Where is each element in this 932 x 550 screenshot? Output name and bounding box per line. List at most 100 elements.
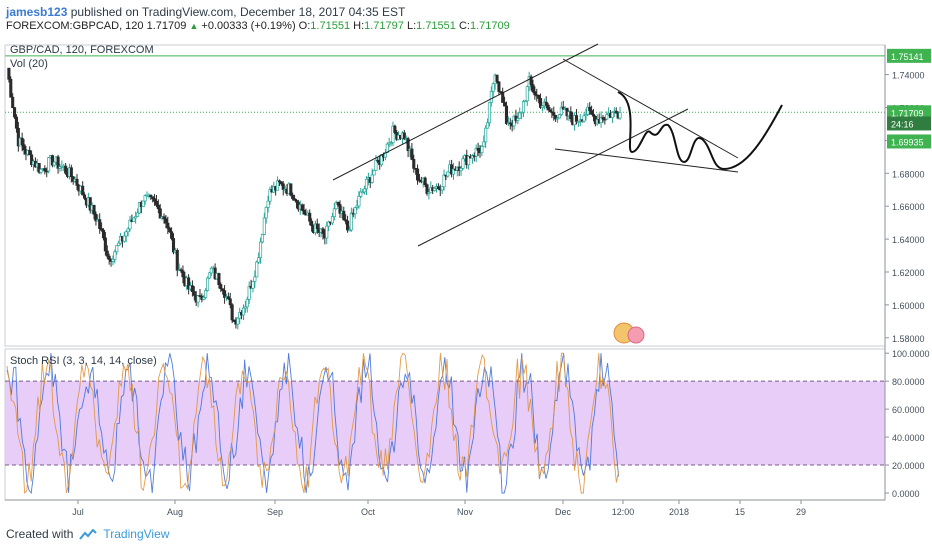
candle-body [232,319,236,322]
candle-body [586,106,590,115]
candle-body [64,165,68,174]
time-tick-label: 15 [735,507,745,517]
candle-body [427,191,431,194]
candle-body [205,277,210,291]
candle-body [321,228,325,234]
price-label-box [887,134,931,149]
candle-body [105,250,109,257]
time-tick-label: Aug [167,507,183,517]
time-tick-label: Dec [555,507,572,517]
chart-canvas[interactable]: 1.740001.720001.700001.680001.660001.640… [0,37,932,523]
candle-body [342,210,346,221]
close-value: 1.71709 [469,20,510,32]
price-label-text: 24:16 [891,119,914,129]
author-name[interactable]: jamesb123 [6,5,68,19]
created-with-label: Created with [6,527,74,541]
candle-body [363,188,367,193]
price-label-text: 1.69935 [891,137,924,147]
candle-body [236,317,240,325]
candle-body [531,84,535,92]
candle-body [557,114,562,119]
price-label-box [887,116,931,131]
candle-body [416,168,420,181]
candle-body [149,194,153,198]
candle-body [584,114,588,117]
candle-body [255,261,259,278]
publish-line: jamesb123 published on TradingView.com, … [6,5,405,19]
candle-body [537,94,541,99]
tradingview-brand[interactable]: TradingView [103,527,170,541]
candle-body [52,161,56,166]
candle-body [525,86,529,102]
candle-body [47,157,51,172]
candle-body [83,194,87,199]
candle-body [412,159,416,169]
candle-body [223,290,227,298]
candle-body [347,229,351,232]
last-price: 1.71709 [146,20,187,32]
candle-body [230,304,234,321]
candle-body [495,74,499,83]
candle-body [533,91,537,96]
candle-body [389,142,393,144]
candle-body [9,78,13,98]
price-tick-label: 1.66000 [892,202,925,212]
candle-body [158,208,162,219]
candle-body [302,209,306,215]
candle-body [521,101,526,113]
candle-body [20,137,24,146]
candle-body [546,104,550,111]
candle-body [69,167,73,178]
axes: 1.740001.720001.700001.680001.660001.640… [5,45,931,517]
candle-body [344,219,348,222]
trendline-drawings [332,43,783,247]
candle-body [289,183,293,196]
price-change: +0.00333 (+0.19%) [201,20,296,32]
candle-body [603,118,607,121]
candle-body [433,187,437,191]
candle-body [605,114,609,120]
candle-body [190,285,194,293]
time-tick-label: Jul [72,507,84,517]
candle-body [489,91,493,103]
candle-body [552,112,556,116]
price-label-text: 1.71709 [891,108,924,118]
price-tick-label: 1.58000 [892,334,925,344]
candle-body [601,117,605,120]
candle-body [484,127,488,143]
candle-body [257,257,261,263]
candle-body [221,288,225,291]
candle-body [467,156,471,166]
candle-body [374,159,378,171]
candle-body [260,234,264,243]
candle-body [359,191,363,197]
candle-body [391,125,395,143]
candle-body [599,117,603,124]
candle-body [75,178,79,186]
candle-body [30,154,34,165]
time-tick-label: Nov [457,507,474,517]
candle-body [361,191,365,194]
candle-body [353,207,357,215]
candle-body [554,114,558,120]
candle-body [291,194,295,200]
candle-body [207,272,211,279]
candle-body [28,150,32,156]
candle-body [423,177,427,186]
candle-body [266,200,270,208]
candle-body [196,295,200,303]
candle-body [393,125,397,133]
candle-body [137,202,141,214]
candle-body [247,285,251,300]
candle-body [544,101,548,106]
candle-body [192,291,196,296]
up-arrow-icon: ▲ [189,21,199,31]
candle-body [591,113,596,117]
candle-body [497,81,501,92]
candle-body [204,290,208,298]
candle-body [103,237,107,252]
candle-body [92,204,96,215]
candle-body [268,189,272,202]
candle-body [98,219,102,229]
channel-lower-line [417,108,689,247]
